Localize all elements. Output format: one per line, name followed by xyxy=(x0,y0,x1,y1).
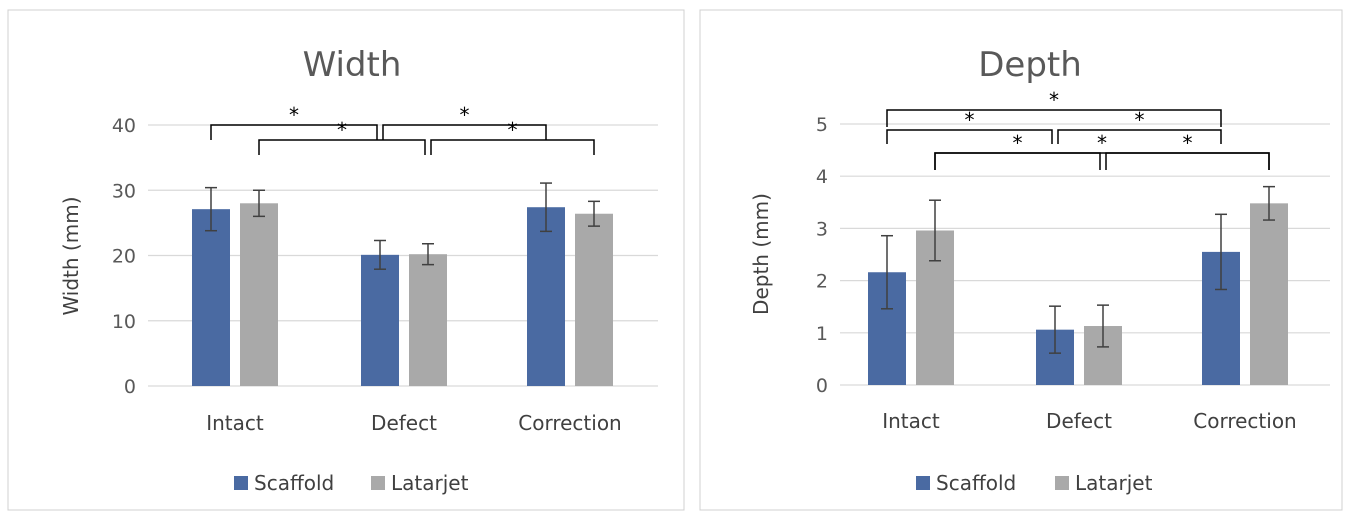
y-tick-label: 40 xyxy=(112,115,136,137)
panel-frame xyxy=(699,9,1343,511)
y-tick-label: 4 xyxy=(816,166,828,188)
significance-star: * xyxy=(508,118,518,142)
bar-latarjet xyxy=(1250,203,1288,385)
significance-star: * xyxy=(1013,131,1023,155)
bar-latarjet xyxy=(575,213,613,386)
legend-swatch-scaffold xyxy=(234,476,248,490)
significance-bracket xyxy=(382,124,547,140)
legend-swatch-latarjet xyxy=(1055,476,1069,490)
significance-bracket xyxy=(934,152,1101,170)
y-tick-label: 3 xyxy=(816,218,828,240)
legend-label-latarjet: Latarjet xyxy=(1075,471,1153,495)
bar-scaffold xyxy=(527,207,565,386)
y-tick-label: 30 xyxy=(112,180,136,202)
chart-panel-width: Width 0 10 20 30 40 Width (mm) Intact Defect Corr… xyxy=(7,9,685,511)
bar-latarjet xyxy=(409,254,447,386)
y-tick-label: 20 xyxy=(112,246,136,268)
bar-latarjet xyxy=(240,203,278,386)
chart-title: Width xyxy=(303,45,402,85)
bar-scaffold xyxy=(361,254,399,386)
x-tick-label: Defect xyxy=(371,411,437,435)
significance-star: * xyxy=(337,118,347,142)
significance-bracket xyxy=(430,139,595,155)
x-tick-label: Intact xyxy=(206,411,264,435)
significance-bracket xyxy=(1057,129,1222,144)
significance-bracket xyxy=(258,139,426,155)
x-tick-label: Intact xyxy=(882,409,940,433)
legend-label-scaffold: Scaffold xyxy=(254,471,334,495)
legend-label-latarjet: Latarjet xyxy=(391,471,469,495)
x-tick-label: Correction xyxy=(518,411,621,435)
significance-bracket xyxy=(210,124,378,140)
significance-bracket xyxy=(1105,152,1270,170)
legend-swatch-latarjet xyxy=(371,476,385,490)
y-tick-label: 0 xyxy=(816,375,828,397)
y-tick-label: 1 xyxy=(816,323,828,345)
significance-star: * xyxy=(1097,131,1107,155)
x-tick-label: Correction xyxy=(1193,409,1296,433)
chart-panel-depth: Depth 0 1 2 3 4 5 Depth (mm) Intact Defect Correct… xyxy=(699,9,1343,511)
significance-star: * xyxy=(460,103,470,127)
y-axis-label: Depth (mm) xyxy=(749,193,773,315)
panel-frame xyxy=(7,9,685,511)
significance-bracket xyxy=(886,129,1053,144)
y-axis-label: Width (mm) xyxy=(59,196,83,315)
y-tick-label: 5 xyxy=(816,114,828,136)
y-tick-label: 2 xyxy=(816,271,828,293)
y-tick-label: 10 xyxy=(112,311,136,333)
legend-swatch-scaffold xyxy=(916,476,930,490)
significance-star: * xyxy=(1135,108,1145,132)
significance-star: * xyxy=(965,108,975,132)
significance-bracket xyxy=(886,109,1222,127)
significance-star: * xyxy=(289,103,299,127)
significance-star: * xyxy=(1049,88,1059,112)
bar-scaffold xyxy=(192,209,230,386)
legend-label-scaffold: Scaffold xyxy=(936,471,1016,495)
chart-title: Depth xyxy=(978,45,1082,85)
significance-star: * xyxy=(1183,131,1193,155)
x-tick-label: Defect xyxy=(1046,409,1112,433)
y-tick-label: 0 xyxy=(124,376,136,398)
